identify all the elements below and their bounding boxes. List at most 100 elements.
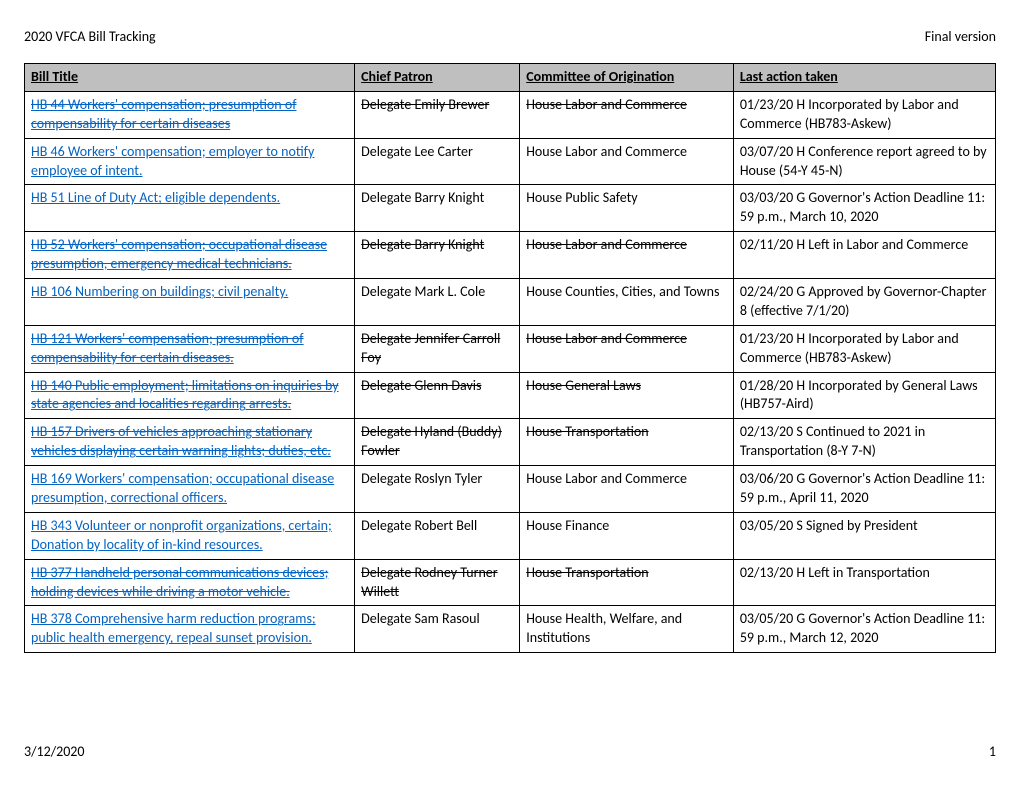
cell-patron: Delegate Glenn Davis <box>355 372 520 419</box>
bill-link[interactable]: HB 343 Volunteer or nonprofit organizati… <box>31 517 332 553</box>
cell-committee: House Labor and Commerce <box>520 232 734 279</box>
cell-committee: House Labor and Commerce <box>520 466 734 513</box>
cell-patron: Delegate Emily Brewer <box>355 91 520 138</box>
cell-action: 03/05/20 G Governor's Action Deadline 11… <box>733 606 995 653</box>
cell-action: 02/24/20 G Approved by Governor-Chapter … <box>733 279 995 326</box>
bill-link[interactable]: HB 46 Workers' compensation; employer to… <box>31 143 314 179</box>
cell-committee: House Transportation <box>520 559 734 606</box>
patron-text: Delegate Rodney Turner Willett <box>361 564 498 600</box>
bill-link[interactable]: HB 44 Workers' compensation; presumption… <box>31 96 296 132</box>
cell-bill-title: HB 46 Workers' compensation; employer to… <box>25 138 355 185</box>
cell-committee: House General Laws <box>520 372 734 419</box>
committee-text: House Labor and Commerce <box>526 96 687 113</box>
bill-link[interactable]: HB 121 Workers' compensation; presumptio… <box>31 330 304 366</box>
page-footer: 3/12/2020 1 <box>24 743 996 760</box>
bill-link[interactable]: HB 157 Drivers of vehicles approaching s… <box>31 423 331 459</box>
table-row: HB 52 Workers' compensation; occupationa… <box>25 232 996 279</box>
table-row: HB 140 Public employment; limitations on… <box>25 372 996 419</box>
table-row: HB 377 Handheld personal communications … <box>25 559 996 606</box>
cell-action: 01/23/20 H Incorporated by Labor and Com… <box>733 325 995 372</box>
table-row: HB 51 Line of Duty Act; eligible depende… <box>25 185 996 232</box>
committee-text: House Labor and Commerce <box>526 330 687 347</box>
cell-patron: Delegate Barry Knight <box>355 185 520 232</box>
footer-date: 3/12/2020 <box>24 743 84 760</box>
committee-text: House Transportation <box>526 564 648 581</box>
patron-text: Delegate Hyland (Buddy) Fowler <box>361 423 502 459</box>
table-row: HB 44 Workers' compensation; presumption… <box>25 91 996 138</box>
cell-patron: Delegate Jennifer Carroll Foy <box>355 325 520 372</box>
cell-committee: House Labor and Commerce <box>520 325 734 372</box>
cell-bill-title: HB 121 Workers' compensation; presumptio… <box>25 325 355 372</box>
patron-text: Delegate Mark L. Cole <box>361 283 485 300</box>
cell-patron: Delegate Sam Rasoul <box>355 606 520 653</box>
bill-link[interactable]: HB 106 Numbering on buildings; civil pen… <box>31 283 288 300</box>
header-right: Final version <box>925 28 996 45</box>
cell-committee: House Labor and Commerce <box>520 91 734 138</box>
committee-text: House Labor and Commerce <box>526 236 687 253</box>
cell-patron: Delegate Roslyn Tyler <box>355 466 520 513</box>
header-left: 2020 VFCA Bill Tracking <box>24 28 156 45</box>
cell-action: 03/06/20 G Governor's Action Deadline 11… <box>733 466 995 513</box>
patron-text: Delegate Lee Carter <box>361 143 473 160</box>
cell-patron: Delegate Barry Knight <box>355 232 520 279</box>
cell-bill-title: HB 44 Workers' compensation; presumption… <box>25 91 355 138</box>
patron-text: Delegate Robert Bell <box>361 517 477 534</box>
cell-committee: House Finance <box>520 512 734 559</box>
patron-text: Delegate Emily Brewer <box>361 96 489 113</box>
cell-bill-title: HB 343 Volunteer or nonprofit organizati… <box>25 512 355 559</box>
cell-committee: House Counties, Cities, and Towns <box>520 279 734 326</box>
cell-action: 01/23/20 H Incorporated by Labor and Com… <box>733 91 995 138</box>
cell-action: 01/28/20 H Incorporated by General Laws … <box>733 372 995 419</box>
table-row: HB 343 Volunteer or nonprofit organizati… <box>25 512 996 559</box>
cell-patron: Delegate Lee Carter <box>355 138 520 185</box>
committee-text: House Counties, Cities, and Towns <box>526 283 719 300</box>
cell-bill-title: HB 140 Public employment; limitations on… <box>25 372 355 419</box>
table-row: HB 106 Numbering on buildings; civil pen… <box>25 279 996 326</box>
cell-patron: Delegate Robert Bell <box>355 512 520 559</box>
committee-text: House General Laws <box>526 377 641 394</box>
committee-text: House Health, Welfare, and Institutions <box>526 610 682 646</box>
cell-bill-title: HB 52 Workers' compensation; occupationa… <box>25 232 355 279</box>
footer-page: 1 <box>989 743 996 760</box>
patron-text: Delegate Sam Rasoul <box>361 610 480 627</box>
bill-link[interactable]: HB 169 Workers' compensation; occupation… <box>31 470 334 506</box>
bill-tracking-table: Bill Title Chief Patron Committee of Ori… <box>24 63 996 653</box>
cell-patron: Delegate Hyland (Buddy) Fowler <box>355 419 520 466</box>
table-row: HB 46 Workers' compensation; employer to… <box>25 138 996 185</box>
committee-text: House Labor and Commerce <box>526 470 687 487</box>
cell-bill-title: HB 378 Comprehensive harm reduction prog… <box>25 606 355 653</box>
table-row: HB 169 Workers' compensation; occupation… <box>25 466 996 513</box>
cell-committee: House Transportation <box>520 419 734 466</box>
table-row: HB 378 Comprehensive harm reduction prog… <box>25 606 996 653</box>
bill-link[interactable]: HB 140 Public employment; limitations on… <box>31 377 339 413</box>
col-patron: Chief Patron <box>355 64 520 92</box>
patron-text: Delegate Glenn Davis <box>361 377 481 394</box>
cell-action: 02/13/20 H Left in Transportation <box>733 559 995 606</box>
col-title: Bill Title <box>25 64 355 92</box>
committee-text: House Public Safety <box>526 189 637 206</box>
cell-committee: House Labor and Commerce <box>520 138 734 185</box>
patron-text: Delegate Roslyn Tyler <box>361 470 482 487</box>
cell-committee: House Health, Welfare, and Institutions <box>520 606 734 653</box>
cell-action: 03/03/20 G Governor's Action Deadline 11… <box>733 185 995 232</box>
cell-bill-title: HB 106 Numbering on buildings; civil pen… <box>25 279 355 326</box>
cell-bill-title: HB 377 Handheld personal communications … <box>25 559 355 606</box>
table-header-row: Bill Title Chief Patron Committee of Ori… <box>25 64 996 92</box>
col-action: Last action taken <box>733 64 995 92</box>
cell-bill-title: HB 169 Workers' compensation; occupation… <box>25 466 355 513</box>
patron-text: Delegate Jennifer Carroll Foy <box>361 330 500 366</box>
cell-bill-title: HB 157 Drivers of vehicles approaching s… <box>25 419 355 466</box>
cell-action: 03/05/20 S Signed by President <box>733 512 995 559</box>
cell-committee: House Public Safety <box>520 185 734 232</box>
committee-text: House Transportation <box>526 423 648 440</box>
bill-link[interactable]: HB 378 Comprehensive harm reduction prog… <box>31 610 316 646</box>
bill-link[interactable]: HB 51 Line of Duty Act; eligible depende… <box>31 189 280 206</box>
table-row: HB 121 Workers' compensation; presumptio… <box>25 325 996 372</box>
cell-action: 03/07/20 H Conference report agreed to b… <box>733 138 995 185</box>
patron-text: Delegate Barry Knight <box>361 189 484 206</box>
cell-patron: Delegate Mark L. Cole <box>355 279 520 326</box>
bill-link[interactable]: HB 377 Handheld personal communications … <box>31 564 328 600</box>
committee-text: House Labor and Commerce <box>526 143 687 160</box>
col-committee: Committee of Origination <box>520 64 734 92</box>
bill-link[interactable]: HB 52 Workers' compensation; occupationa… <box>31 236 327 272</box>
